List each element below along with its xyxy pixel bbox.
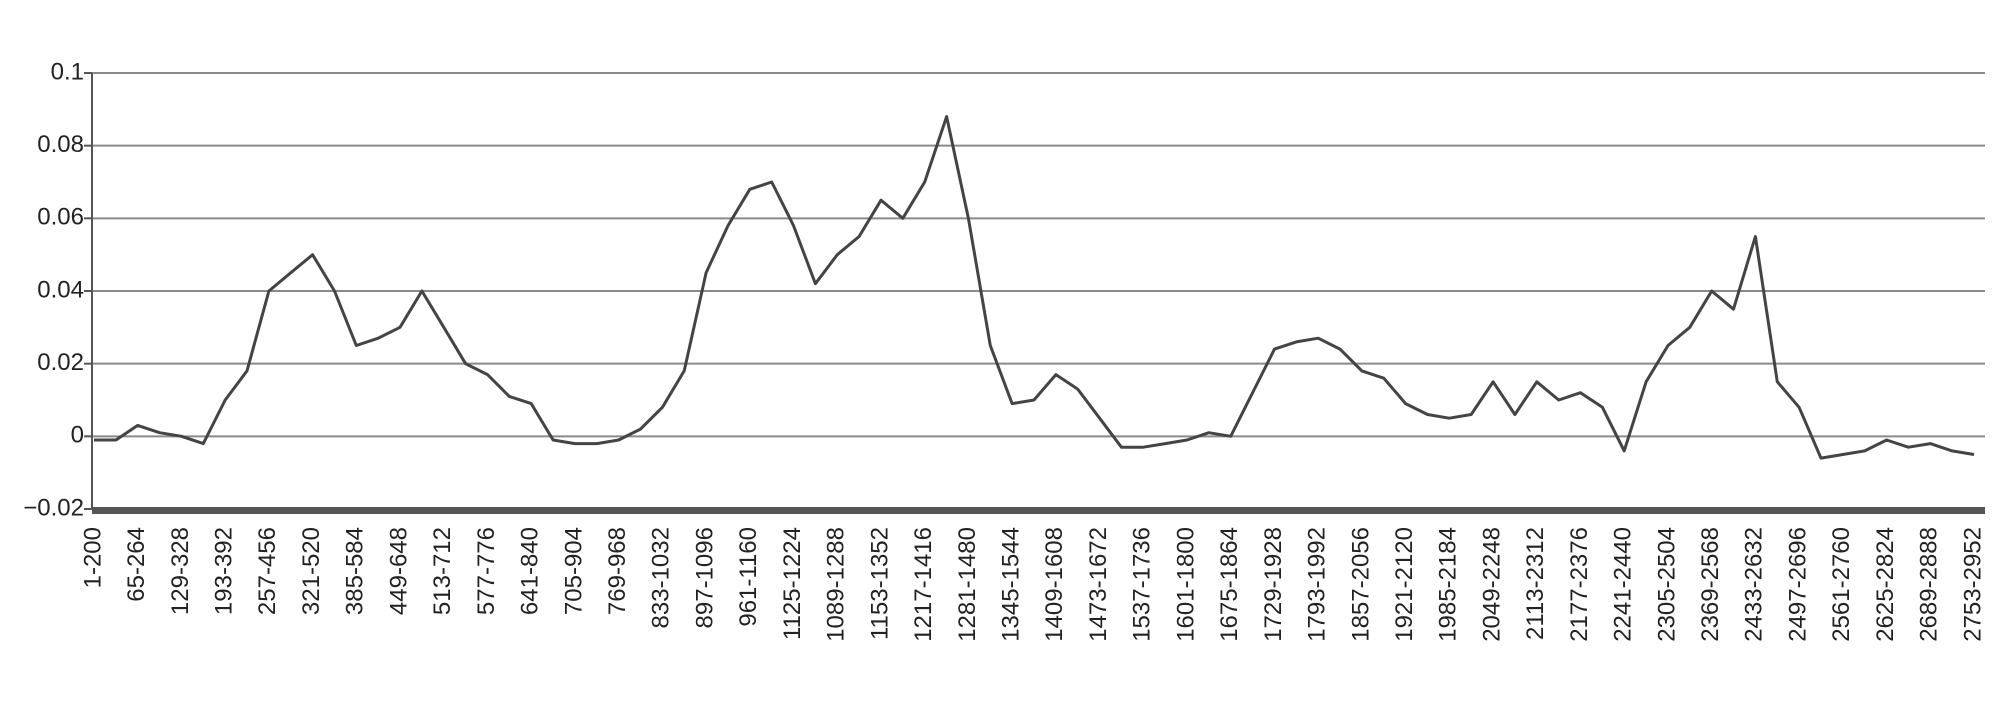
x-tick-label: 2433-2632 xyxy=(1741,527,1768,642)
x-tick-label: 2689-2888 xyxy=(1916,527,1943,642)
x-tick-label: 2177-2376 xyxy=(1566,527,1593,642)
x-tick-label: 65-264 xyxy=(123,527,150,602)
x-tick-label: 961-1160 xyxy=(735,527,762,627)
y-tick-label: 0.06 xyxy=(37,204,84,231)
x-tick-label: 833-1032 xyxy=(648,527,675,628)
x-tick-label: 2241-2440 xyxy=(1610,527,1637,642)
x-tick-label: 1793-1992 xyxy=(1304,527,1331,642)
x-tick-label: 1921-2120 xyxy=(1391,527,1418,642)
x-tick-label: 897-1096 xyxy=(691,527,718,628)
x-tick-label: 2369-2568 xyxy=(1697,527,1724,642)
x-tick-label: 2113-2312 xyxy=(1522,527,1549,640)
y-tick-label: 0.08 xyxy=(37,131,84,158)
y-tick-label: 0.02 xyxy=(37,349,84,376)
y-tick-label: 0.1 xyxy=(51,58,84,85)
x-tick-label: 193-392 xyxy=(211,527,238,615)
x-tick-label: 321-520 xyxy=(298,527,325,615)
x-tick-label: 129-328 xyxy=(167,527,194,615)
x-tick-label: 705-904 xyxy=(560,527,587,615)
x-tick-label: 1345-1544 xyxy=(997,527,1024,642)
x-tick-label: 257-456 xyxy=(254,527,281,615)
y-tick-label: −0.02 xyxy=(23,494,84,521)
x-tick-label: 1125-1224 xyxy=(779,527,806,640)
x-tick-label: 1473-1672 xyxy=(1085,527,1112,642)
x-tick-label: 769-968 xyxy=(604,527,631,615)
data-line xyxy=(94,115,1975,460)
x-tick-label: 2305-2504 xyxy=(1653,527,1680,642)
x-axis xyxy=(92,507,1985,514)
x-tick-label: 2561-2760 xyxy=(1828,527,1855,642)
x-tick-label: 1857-2056 xyxy=(1347,527,1374,642)
y-tick-label: 0.04 xyxy=(37,276,84,303)
x-tick-label: 2625-2824 xyxy=(1872,527,1899,642)
x-tick-label: 641-840 xyxy=(517,527,544,615)
x-tick-label: 513-712 xyxy=(429,527,456,615)
x-tick-label: 1409-1608 xyxy=(1041,527,1068,642)
x-tick-label: 449-648 xyxy=(385,527,412,615)
x-tick-label: 2497-2696 xyxy=(1784,527,1811,642)
x-tick-label: 2753-2952 xyxy=(1959,527,1986,642)
x-tick-label: 385-584 xyxy=(342,527,369,615)
x-tick-label: 577-776 xyxy=(473,527,500,615)
x-tick-label: 1153-1352 xyxy=(866,527,893,640)
x-tick-label: 1217-1416 xyxy=(910,527,937,642)
x-tick-label: 1985-2184 xyxy=(1435,527,1462,642)
x-tick-label: 1281-1480 xyxy=(954,527,981,642)
x-tick-label: 1089-1288 xyxy=(823,527,850,642)
x-tick-label: 1537-1736 xyxy=(1129,527,1156,642)
x-tick-label: 1729-1928 xyxy=(1260,527,1287,642)
x-tick-label: 1-200 xyxy=(79,527,106,588)
x-tick-label: 2049-2248 xyxy=(1478,527,1505,642)
x-tick-label: 1675-1864 xyxy=(1216,527,1243,642)
x-tick-label: 1601-1800 xyxy=(1172,527,1199,642)
y-tick-label: 0 xyxy=(71,422,84,449)
